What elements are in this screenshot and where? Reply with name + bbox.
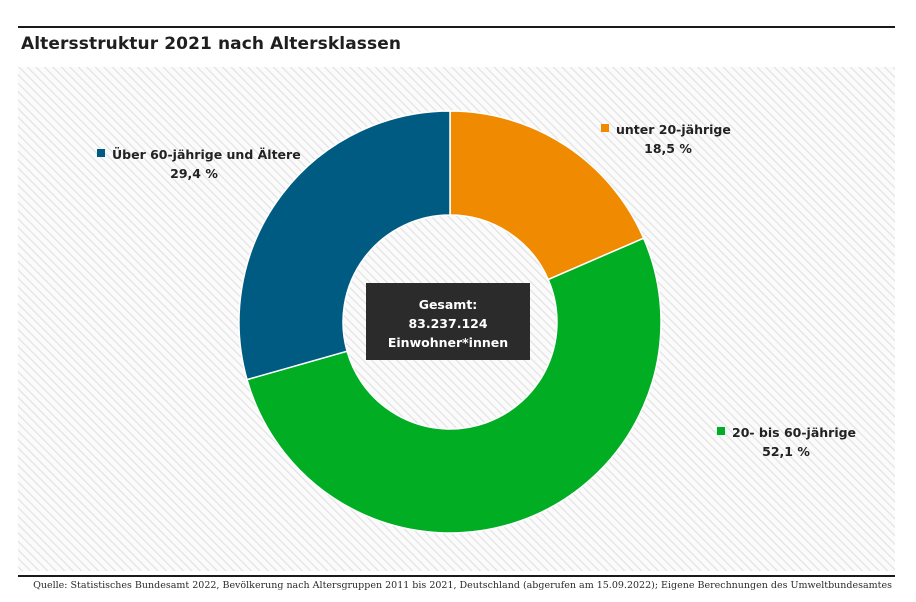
legend-swatch xyxy=(717,427,725,435)
legend-swatch xyxy=(601,124,609,132)
slice-unter-20 xyxy=(449,110,645,281)
chart-area: Gesamt: 83.237.124 Einwohner*innen unter… xyxy=(18,67,895,571)
bottom-rule xyxy=(18,575,895,577)
chart-title: Altersstruktur 2021 nach Altersklassen xyxy=(21,34,402,54)
slice-label-text: Über 60-jährige und Ältere xyxy=(112,147,301,162)
donut-slices xyxy=(238,110,662,534)
slice-ueber-60 xyxy=(238,110,451,381)
slice-label-text: unter 20-jährige xyxy=(616,122,731,137)
slice-label-text: 20- bis 60-jährige xyxy=(732,425,856,440)
slice-20-bis-60 xyxy=(246,237,662,534)
slice-labels: unter 20-jährige 18,5 % 20- bis 60-jährige… xyxy=(97,122,856,459)
label-unter-20: unter 20-jährige 18,5 % xyxy=(601,122,731,156)
source-note: Quelle: Statistisches Bundesamt 2022, Be… xyxy=(33,580,892,591)
top-rule xyxy=(18,26,895,28)
center-label-total: 83.237.124 xyxy=(408,316,487,331)
legend-swatch xyxy=(97,149,105,157)
slice-value-label: 29,4 % xyxy=(170,166,218,181)
label-20-bis-60: 20- bis 60-jährige 52,1 % xyxy=(717,425,856,459)
slice-value-label: 18,5 % xyxy=(644,141,692,156)
center-label-line1: Gesamt: xyxy=(419,297,478,312)
donut-chart: Gesamt: 83.237.124 Einwohner*innen unter… xyxy=(18,67,895,571)
center-box xyxy=(366,283,530,360)
slice-value-label: 52,1 % xyxy=(762,444,810,459)
center-label-line3: Einwohner*innen xyxy=(388,335,508,350)
center-label-box: Gesamt: 83.237.124 Einwohner*innen xyxy=(366,283,530,360)
label-ueber-60: Über 60-jährige und Ältere 29,4 % xyxy=(97,147,301,181)
